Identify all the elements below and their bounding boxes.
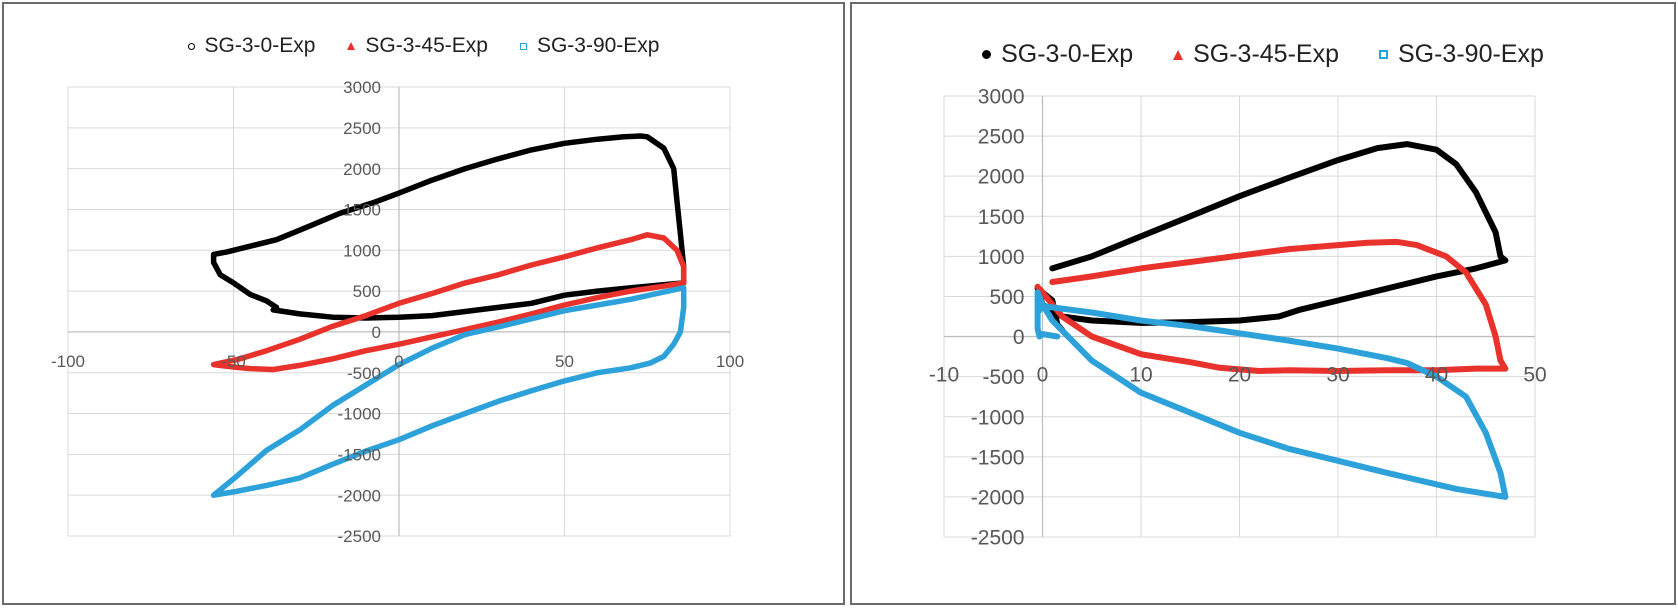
legend-label-sg-3-0: SG-3-0-Exp <box>204 34 316 57</box>
series-line-2 <box>1034 289 1509 500</box>
x-tick-label: 10 <box>1129 364 1152 387</box>
legend-label-sg-3-0: SG-3-0-Exp <box>1001 40 1134 68</box>
gridlines <box>943 95 1536 538</box>
y-tick-label: 2500 <box>343 119 381 138</box>
y-tick-label: 1500 <box>343 201 381 220</box>
legend-label-sg-3-45: SG-3-45-Exp <box>1193 40 1339 68</box>
x-tick-label: 100 <box>716 352 744 371</box>
circle-marker-icon <box>187 42 195 50</box>
y-tick-label: 500 <box>353 282 381 301</box>
square-marker-icon <box>1378 50 1388 59</box>
y-tick-label: 1000 <box>978 246 1025 269</box>
y-tick-label: 1500 <box>978 206 1025 229</box>
x-tick-label: 50 <box>555 352 574 371</box>
y-tick-label: 500 <box>989 286 1024 309</box>
x-tick-label: 0 <box>394 352 403 371</box>
left-chart-plot: -2500-2000-1500-1000-5000500100015002000… <box>51 78 744 546</box>
y-tick-label: 0 <box>1013 326 1025 349</box>
legend-label-sg-3-90: SG-3-90-Exp <box>536 34 660 57</box>
y-tick-label: 1000 <box>343 241 381 260</box>
x-tick-label: 50 <box>1523 364 1546 387</box>
series-line-2 <box>210 285 687 498</box>
series-line-1 <box>210 232 687 373</box>
x-tick-label: 0 <box>1037 364 1049 387</box>
right-chart-panel: -2500 -2000 -1500 -1000 -500 0 500 1000 1500 2000… <box>850 2 1676 605</box>
legend-item-sg-3-90[interactable]: SG-3-90-Exp <box>1378 40 1544 69</box>
triangle-marker-icon <box>347 42 356 50</box>
y-tick-label: 3000 <box>978 86 1025 109</box>
series-line-1 <box>1034 238 1509 374</box>
y-tick-label: -500 <box>347 364 381 383</box>
y-tick-label: -1000 <box>338 405 381 424</box>
y-tick-label: -1500 <box>971 446 1025 469</box>
triangle-marker-icon <box>1173 49 1184 60</box>
x-tick-label: 40 <box>1425 364 1448 387</box>
x-tick-label: 20 <box>1228 364 1251 387</box>
series-group <box>210 133 687 498</box>
x-tick-label: -50 <box>221 352 246 371</box>
y-tick-label: -1000 <box>971 406 1025 429</box>
legend-item-sg-3-45[interactable]: SG-3-45-Exp <box>1173 40 1339 69</box>
y-tick-label: -2500 <box>971 527 1025 550</box>
legend-label-sg-3-90: SG-3-90-Exp <box>1397 40 1544 68</box>
tick-labels: -2500-2000-1500-1000-5000500100015002000… <box>929 86 1547 550</box>
series-group <box>1034 141 1509 500</box>
y-tick-label: 2500 <box>978 126 1025 149</box>
right-chart-plot: -2500-2000-1500-1000-5000500100015002000… <box>929 86 1547 550</box>
y-tick-label: 2000 <box>343 160 381 179</box>
y-tick-label: 2000 <box>978 166 1025 189</box>
series-line-0 <box>210 133 687 321</box>
right-chart-legend: SG-3-0-Exp SG-3-45-Exp SG-3-90-Exp <box>852 40 1674 69</box>
square-marker-icon <box>519 42 527 50</box>
y-tick-label: -2000 <box>338 486 381 505</box>
legend-item-sg-3-90[interactable]: SG-3-90-Exp <box>519 34 660 58</box>
tick-labels: -2500-2000-1500-1000-5000500100015002000… <box>51 78 744 546</box>
x-tick-label: -100 <box>51 352 85 371</box>
y-tick-label: -1500 <box>338 445 381 464</box>
circle-marker-icon <box>982 50 992 59</box>
legend-item-sg-3-0[interactable]: SG-3-0-Exp <box>187 34 316 58</box>
legend-item-sg-3-0[interactable]: SG-3-0-Exp <box>982 40 1133 69</box>
x-tick-label: -10 <box>929 364 959 387</box>
left-chart-panel: -2500 -2000 -1500 -1000 -500 0 500 1000 1500 2000… <box>2 2 845 605</box>
left-chart-legend: SG-3-0-Exp SG-3-45-Exp SG-3-90-Exp <box>4 34 843 58</box>
y-tick-label: -500 <box>982 366 1024 389</box>
y-tick-label: -2000 <box>971 486 1025 509</box>
x-tick-label: 30 <box>1326 364 1349 387</box>
legend-label-sg-3-45: SG-3-45-Exp <box>365 34 488 57</box>
series-line-0 <box>1034 141 1509 334</box>
y-tick-label: 3000 <box>343 78 381 97</box>
y-tick-label: 0 <box>372 323 381 342</box>
legend-item-sg-3-45[interactable]: SG-3-45-Exp <box>347 34 488 58</box>
y-tick-label: -2500 <box>338 527 381 546</box>
